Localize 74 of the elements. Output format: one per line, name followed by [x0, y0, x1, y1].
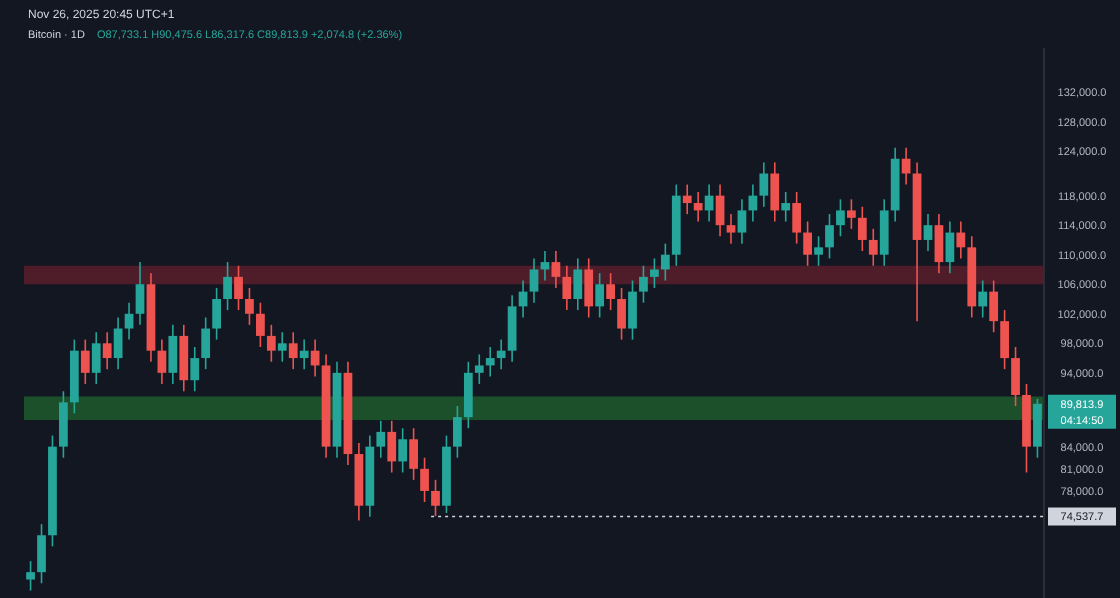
candlestick: [190, 346, 200, 393]
candlestick: [212, 287, 221, 341]
candlestick: [201, 316, 211, 370]
candlestick: [398, 427, 408, 474]
candlestick: [836, 198, 845, 238]
candlestick: [945, 220, 955, 274]
candlestick: [157, 338, 167, 385]
candlestick: [223, 261, 232, 311]
candlestick: [551, 250, 561, 289]
candlestick: [759, 161, 769, 208]
candlestick: [901, 146, 911, 186]
candlestick: [485, 346, 495, 378]
candlestick: [847, 198, 856, 230]
candlestick: [59, 390, 68, 459]
candlestick: [288, 331, 298, 370]
candlestick: [868, 228, 878, 267]
candlestick: [102, 331, 112, 370]
candlestick: [770, 161, 780, 223]
candlestick: [857, 205, 867, 252]
candlestick: [179, 324, 189, 393]
candlestick: [726, 213, 736, 245]
candlestick: [529, 257, 539, 304]
candlestick: [507, 294, 517, 363]
candlestick: [989, 279, 999, 334]
candlestick: [628, 279, 637, 341]
candlestick: [124, 301, 134, 341]
candlestick: [978, 279, 988, 319]
candlestick: [376, 420, 386, 459]
candlestick: [277, 331, 287, 363]
candlestick: [879, 198, 889, 267]
candlestick: [266, 324, 276, 363]
candlestick: [234, 264, 243, 311]
candlestick: [792, 191, 802, 245]
candlestick: [660, 242, 670, 282]
candlestick: [693, 191, 703, 223]
candlestick: [420, 456, 429, 503]
candlestick: [682, 183, 692, 215]
candlestick: [135, 261, 145, 326]
candlestick: [1033, 398, 1042, 459]
candlestick: [595, 272, 605, 319]
candlestick: [781, 191, 791, 223]
candlestick: [934, 213, 944, 274]
candlestick: [573, 257, 583, 311]
candlestick: [496, 338, 506, 370]
candlestick: [617, 287, 626, 341]
candlestick: [737, 198, 747, 245]
candlestick: [299, 338, 309, 370]
candlestick: [256, 301, 265, 348]
candlestick: [26, 560, 35, 592]
candlestick: [387, 420, 397, 474]
candlestick: [37, 523, 46, 585]
candlestick: [803, 220, 812, 267]
candlestick: [463, 360, 473, 429]
candlestick: [474, 353, 484, 385]
candlestick: [1000, 309, 1009, 370]
candlestick: [80, 338, 90, 385]
candlestick: [409, 427, 418, 481]
candlestick: [431, 479, 440, 517]
candlestick: [715, 183, 725, 238]
candlestick: [923, 213, 933, 252]
candlestick: [91, 331, 101, 385]
candlestick: [814, 235, 823, 267]
candlestick: [245, 287, 254, 326]
candlestick: [825, 213, 834, 260]
candlestick: [168, 324, 178, 385]
candlestick: [562, 264, 572, 311]
candlestick: [639, 264, 648, 304]
candlestick: [453, 405, 462, 459]
candlestick: [650, 257, 659, 289]
candlestick: [1011, 346, 1020, 407]
candlestick: [956, 220, 966, 260]
candlestick: [113, 316, 123, 370]
candlestick: [584, 257, 594, 319]
candlestick: [606, 272, 615, 311]
